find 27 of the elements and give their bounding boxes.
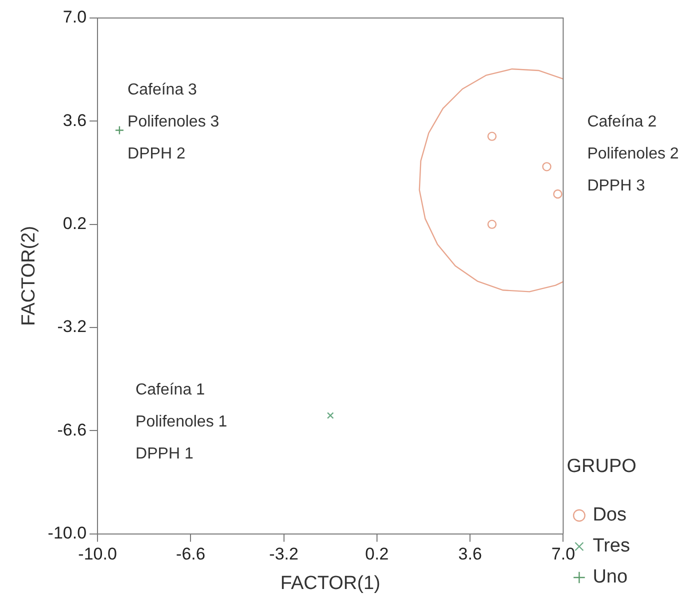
legend-label: Uno: [592, 566, 628, 588]
y-tick-label: 7.0: [62, 8, 87, 27]
point: [542, 162, 552, 172]
y-tick-label: -10.0: [48, 523, 87, 542]
annotation: Cafeína 1 Polifenoles 1 DPPH 1: [136, 381, 228, 462]
y-tick-label: 0.2: [62, 214, 87, 234]
point: [114, 126, 124, 135]
x-tick-label: 3.6: [458, 544, 482, 564]
legend-label: Tres: [592, 536, 630, 557]
text: Cafeína 2 Polifenoles 2 DPPH 3: [587, 113, 679, 194]
point: [487, 132, 497, 141]
x-axis-title: FACTOR(1): [280, 572, 380, 594]
y-tick-label: -6.6: [57, 420, 87, 440]
x-tick-label: -6.6: [176, 544, 206, 564]
point: [487, 220, 497, 229]
point: [553, 189, 562, 199]
annotation: Cafeína 3 Polifenoles 3 DPPH 2: [128, 81, 220, 162]
y-tick-label: -3.2: [57, 317, 87, 336]
legend-title: GRUPO: [566, 456, 636, 477]
point: [326, 412, 334, 419]
legend-label: Dos: [592, 504, 626, 526]
y-axis-title: FACTOR(2): [18, 226, 40, 326]
y-tick-label: 3.6: [62, 110, 87, 130]
x-tick-label: -3.2: [269, 544, 298, 564]
x-tick-label: 7.0: [551, 544, 576, 564]
x-tick-label: -10.0: [78, 544, 117, 564]
x-tick-label: 0.2: [365, 544, 389, 564]
